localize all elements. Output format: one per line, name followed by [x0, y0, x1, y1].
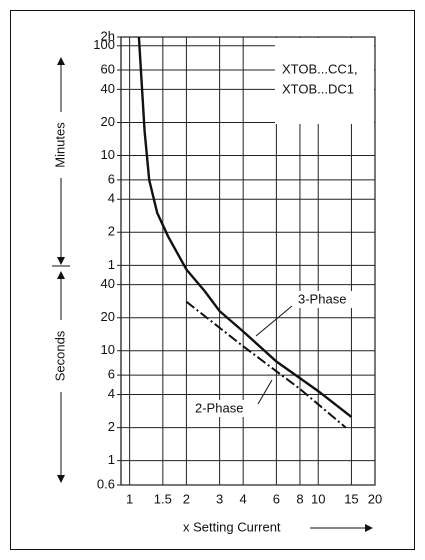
y-tick-label: 10	[101, 342, 115, 357]
label-bg	[193, 400, 255, 417]
label-box	[275, 38, 374, 124]
y-tick-label: 2	[108, 224, 115, 239]
y-tick-label: 1	[108, 452, 115, 467]
y-label: Seconds	[52, 330, 67, 381]
x-tick-label: 8	[296, 491, 303, 506]
y-label: Minutes	[52, 122, 67, 168]
x-tick-label: 1	[126, 491, 133, 506]
x-tick-label: 10	[311, 491, 325, 506]
y-tick-label: 20	[101, 114, 115, 129]
x-tick-label: 15	[344, 491, 358, 506]
curve	[185, 300, 347, 429]
x-label: x Setting Current	[183, 519, 281, 534]
y-tick-label: 4	[108, 191, 115, 206]
frame	[10, 10, 415, 550]
x-tick-label: 6	[273, 491, 280, 506]
y-tick-label: 100	[93, 37, 115, 52]
box-text: XTOB...CC1,	[282, 61, 358, 76]
y-tick-label: 2	[108, 419, 115, 434]
y-tick-label: 2h	[101, 28, 115, 43]
y-tick-label: 40	[101, 276, 115, 291]
y-tick-label: 6	[108, 367, 115, 382]
x-tick-label: 2	[183, 491, 190, 506]
y-tick-label: 4	[108, 386, 115, 401]
y-tick-label: 60	[101, 61, 115, 76]
leader-line	[255, 305, 293, 337]
x-tick-label: 20	[368, 491, 382, 506]
y-tick-label: 20	[101, 309, 115, 324]
x-tick-label: 3	[216, 491, 223, 506]
box-text: XTOB...DC1	[282, 81, 354, 96]
y-tick-label: 1	[108, 257, 115, 272]
y-tick-label: 10	[101, 147, 115, 162]
curve	[137, 36, 353, 418]
series-label: 2-Phase	[195, 400, 243, 415]
x-tick-label: 1.5	[154, 491, 172, 506]
y-tick-label: 6	[108, 171, 115, 186]
series-label: 3-Phase	[298, 291, 346, 306]
leader-line	[257, 379, 273, 405]
y-tick-label: 0.6	[97, 476, 115, 491]
label-bg	[296, 291, 358, 308]
y-tick-label: 40	[101, 81, 115, 96]
x-tick-label: 4	[240, 491, 247, 506]
